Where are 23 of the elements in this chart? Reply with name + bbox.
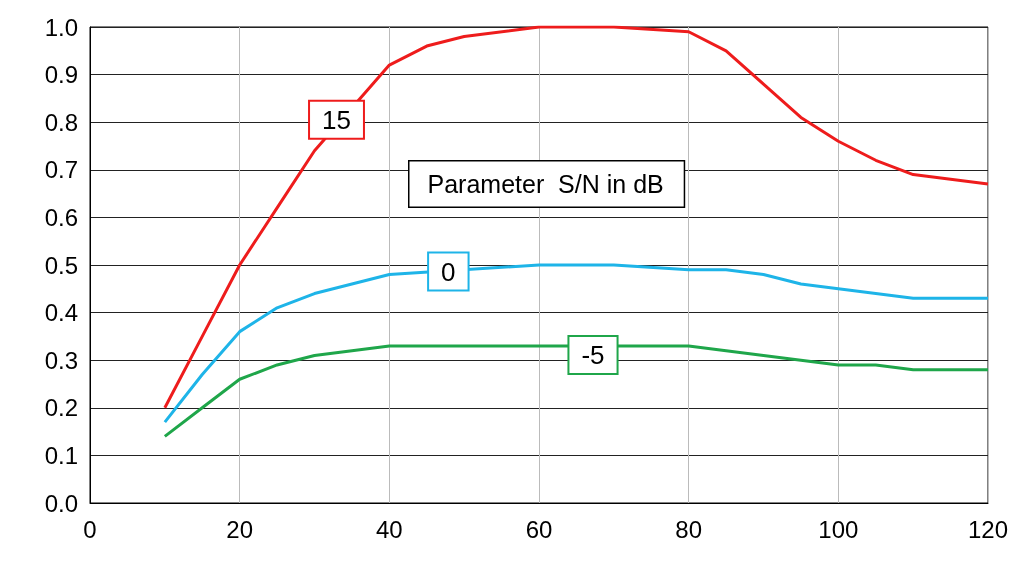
x-tick-label: 60: [525, 515, 553, 543]
y-tick-label: 0.4: [44, 299, 78, 327]
x-tick-label: 100: [818, 515, 859, 543]
annotation: Parameter S/N in dB: [427, 170, 664, 198]
series-label: -5: [581, 339, 605, 370]
y-tick-label: 0.7: [44, 156, 78, 184]
y-tick-label: 0.1: [44, 441, 78, 469]
x-tick-label: 120: [967, 515, 1009, 543]
x-tick-label: 0: [83, 515, 97, 543]
y-tick-label: 0.5: [44, 251, 78, 279]
y-tick-label: 0.3: [44, 346, 78, 374]
y-tick-label: 1.0: [44, 13, 78, 41]
y-tick-label: 0.9: [44, 61, 78, 89]
x-tick-label: 80: [675, 515, 703, 543]
x-tick-label: 20: [226, 515, 254, 543]
y-tick-label: 0.6: [44, 203, 78, 231]
y-tick-label: 0.8: [44, 108, 78, 136]
line-series: [163, 25, 990, 410]
series-label: 0: [441, 256, 456, 287]
series-label: 15: [322, 104, 351, 135]
x-tick-label: 40: [375, 515, 403, 543]
y-tick-label: 0.0: [44, 489, 78, 517]
y-tick-label: 0.2: [44, 394, 78, 422]
